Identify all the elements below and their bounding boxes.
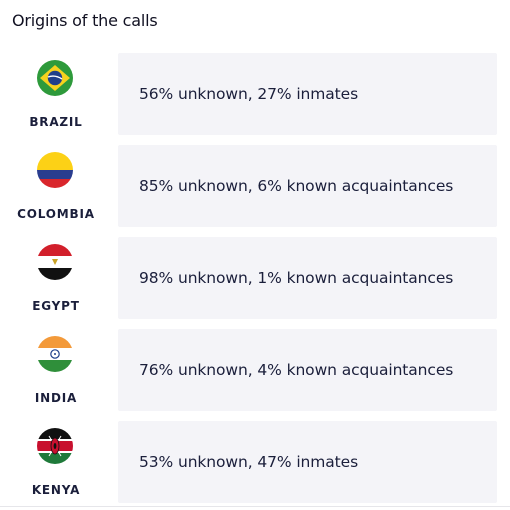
egypt-flag-icon	[37, 244, 73, 280]
list-item-brazil: BRAZIL 56% unknown, 27% inmates	[0, 52, 510, 136]
country-name: INDIA	[34, 391, 78, 405]
country-column: KENYA	[0, 420, 112, 504]
country-column: BRAZIL	[0, 52, 112, 136]
stat-card: 85% unknown, 6% known acquaintances	[118, 145, 497, 227]
country-column: INDIA	[0, 328, 112, 412]
stat-text: 76% unknown, 4% known acquaintances	[139, 361, 454, 379]
country-name: BRAZIL	[29, 115, 83, 129]
divider	[0, 506, 510, 507]
list-item-kenya: KENYA 53% unknown, 47% inmates	[0, 420, 510, 504]
country-name: EGYPT	[32, 299, 80, 313]
country-name: COLOMBIA	[17, 207, 95, 221]
stat-card: 76% unknown, 4% known acquaintances	[118, 329, 497, 411]
country-column: EGYPT	[0, 236, 112, 320]
list-item-egypt: EGYPT 98% unknown, 1% known acquaintance…	[0, 236, 510, 320]
stat-text: 98% unknown, 1% known acquaintances	[139, 269, 454, 287]
country-column: COLOMBIA	[0, 144, 112, 228]
brazil-flag-icon	[37, 60, 73, 96]
stat-text: 53% unknown, 47% inmates	[139, 453, 359, 471]
country-name: KENYA	[31, 483, 81, 497]
stat-text: 56% unknown, 27% inmates	[139, 85, 359, 103]
india-flag-icon	[37, 336, 73, 372]
stat-card: 56% unknown, 27% inmates	[118, 53, 497, 135]
stat-text: 85% unknown, 6% known acquaintances	[139, 177, 454, 195]
kenya-flag-icon	[37, 428, 73, 464]
list-item-colombia: COLOMBIA 85% unknown, 6% known acquainta…	[0, 144, 510, 228]
stat-card: 98% unknown, 1% known acquaintances	[118, 237, 497, 319]
colombia-flag-icon	[37, 152, 73, 188]
section-title: Origins of the calls	[12, 11, 158, 30]
stat-card: 53% unknown, 47% inmates	[118, 421, 497, 503]
list-item-india: INDIA 76% unknown, 4% known acquaintance…	[0, 328, 510, 412]
